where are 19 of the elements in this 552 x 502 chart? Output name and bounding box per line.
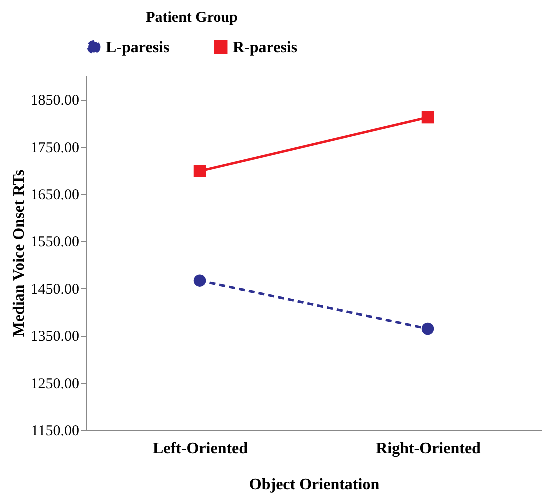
point bbox=[422, 322, 434, 336]
y-tick-label: 1750.00 bbox=[30, 140, 80, 156]
y-tick-label: 1150.00 bbox=[31, 424, 80, 440]
x-tick-label: Left-Oriented bbox=[152, 440, 248, 458]
y-tick-label: 1350.00 bbox=[30, 329, 80, 346]
point bbox=[194, 165, 206, 178]
x-tick-label: Right-Oriented bbox=[376, 440, 482, 458]
legend-label: L-paresis bbox=[106, 39, 170, 56]
y-axis-title: Median Voice Onset RTs bbox=[10, 170, 28, 338]
legend-title: Patient Group bbox=[146, 10, 238, 26]
y-tick-label: 1550.00 bbox=[30, 234, 80, 251]
x-axis-title: Object Orientation bbox=[249, 476, 380, 494]
y-tick-label: 1250.00 bbox=[30, 376, 80, 392]
y-tick-label: 1650.00 bbox=[30, 188, 80, 204]
legend-label: R-paresis bbox=[233, 39, 298, 56]
point bbox=[422, 111, 434, 124]
y-tick-label: 1850.00 bbox=[30, 93, 80, 110]
point bbox=[194, 274, 206, 287]
y-tick-label: 1450.00 bbox=[30, 282, 80, 298]
